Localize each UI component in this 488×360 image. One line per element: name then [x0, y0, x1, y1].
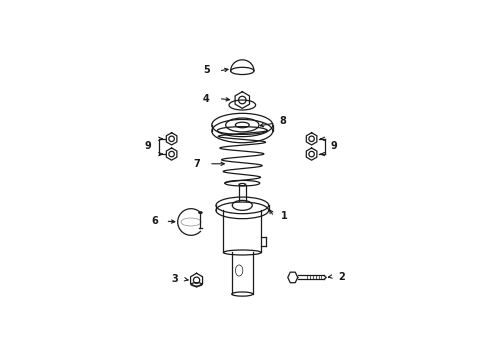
Text: 1: 1: [280, 211, 286, 221]
Text: 9: 9: [330, 141, 336, 151]
Text: 4: 4: [203, 94, 209, 104]
Text: 7: 7: [193, 159, 200, 169]
Text: 5: 5: [203, 64, 209, 75]
Text: 6: 6: [151, 216, 158, 226]
Text: 3: 3: [171, 274, 178, 284]
Text: 2: 2: [338, 271, 345, 282]
Text: 8: 8: [279, 116, 285, 126]
Text: 9: 9: [144, 141, 151, 151]
